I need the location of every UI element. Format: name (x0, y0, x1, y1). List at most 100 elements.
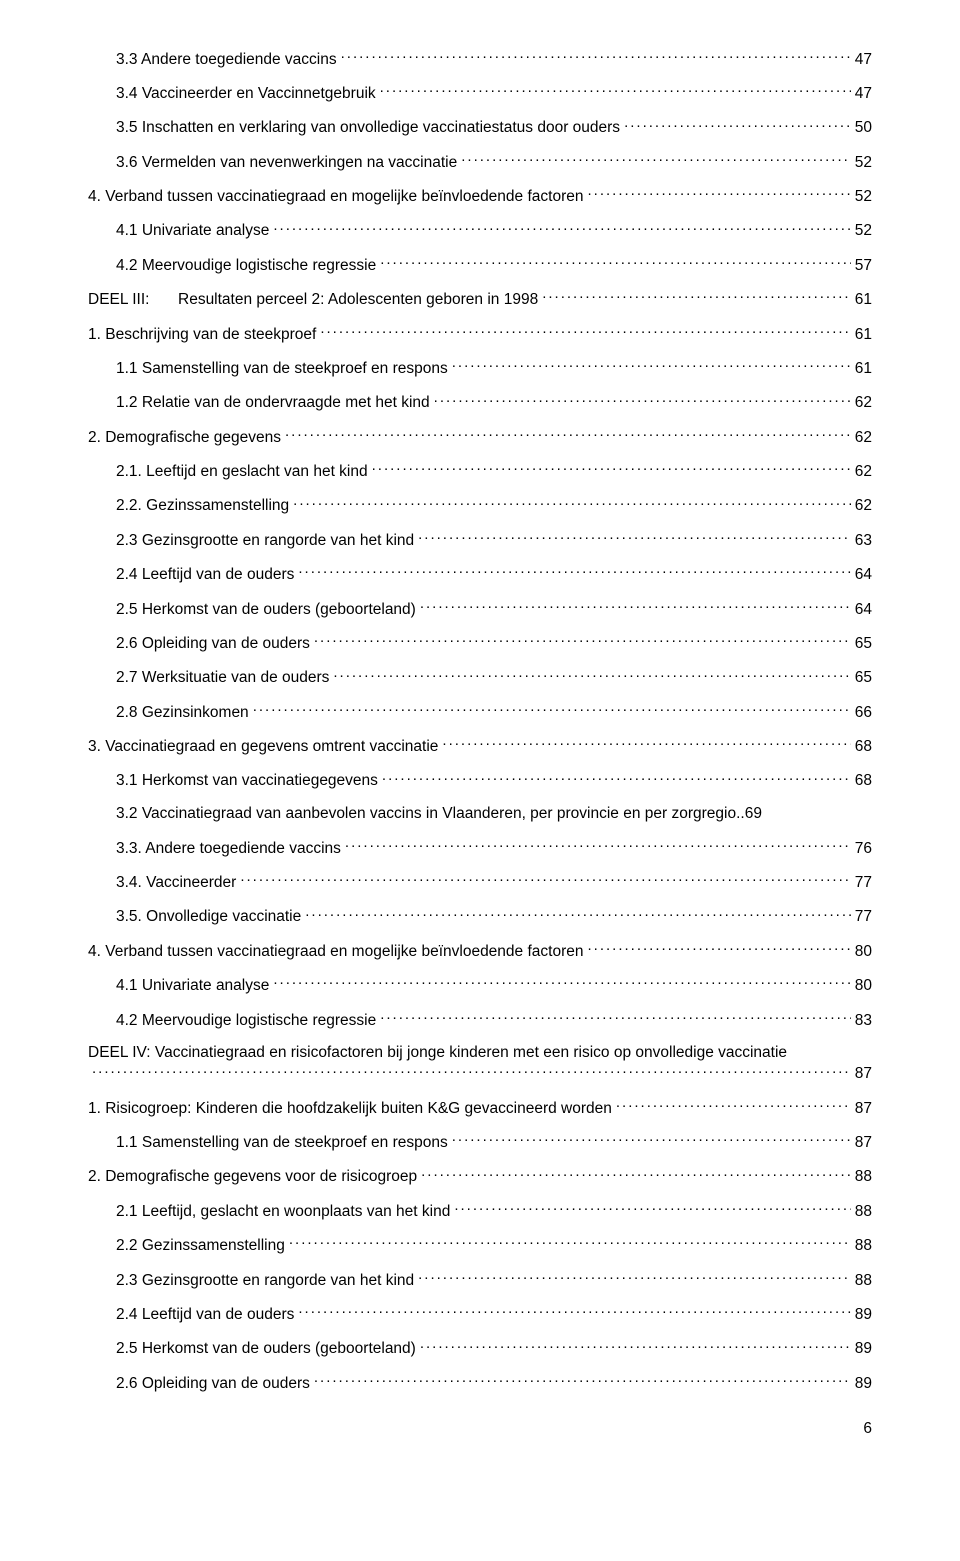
toc-page: 62 (855, 496, 872, 515)
toc-label: 3.5 Inschatten en verklaring van onvolle… (116, 118, 620, 137)
toc-entry: 2.7 Werksituatie van de ouders 65 (88, 667, 872, 688)
page-footer-number: 6 (88, 1419, 872, 1438)
toc-label: 1.1 Samenstelling van de steekproef en r… (116, 359, 448, 378)
toc-label: DEEL IV: Vaccinatiegraad en risicofactor… (88, 1043, 787, 1062)
table-of-contents: 3.3 Andere toegediende vaccins473.4 Vacc… (88, 48, 872, 1393)
toc-leader (253, 701, 851, 717)
toc-entry: 1.1 Samenstelling van de steekproef en r… (88, 1132, 872, 1153)
toc-label: 2.7 Werksituatie van de ouders (116, 668, 329, 687)
toc-label: Resultaten perceel 2: Adolescenten gebor… (178, 290, 538, 309)
toc-label: 2. Demografische gegevens (88, 428, 281, 447)
toc-label: 3.6 Vermelden van nevenwerkingen na vacc… (116, 153, 457, 172)
toc-entry: 2.8 Gezinsinkomen66 (88, 701, 872, 722)
toc-label: 3.4. Vaccineerder (116, 873, 236, 892)
toc-page: 47 (855, 84, 872, 103)
toc-leader (273, 975, 850, 991)
toc-page: 65 (855, 668, 872, 687)
toc-label: 4.2 Meervoudige logistische regressie (116, 256, 376, 275)
toc-leader (434, 392, 851, 408)
toc-entry: 4.2 Meervoudige logistische regressie 57 (88, 254, 872, 275)
toc-leader (442, 736, 850, 752)
toc-entry: 3.3. Andere toegediende vaccins76 (88, 837, 872, 858)
toc-label: 4. Verband tussen vaccinatiegraad en mog… (88, 942, 583, 961)
toc-label: 2. Demografische gegevens voor de risico… (88, 1167, 417, 1186)
toc-entry: 4.2 Meervoudige logistische regressie83 (88, 1009, 872, 1030)
toc-label: 3. Vaccinatiegraad en gegevens omtrent v… (88, 737, 438, 756)
toc-leader (285, 426, 851, 442)
toc-entry: 3.5. Onvolledige vaccinatie77 (88, 906, 872, 927)
toc-page: 89 (855, 1305, 872, 1324)
toc-leader (380, 254, 851, 270)
toc-leader (587, 940, 850, 956)
toc-entry: 3. Vaccinatiegraad en gegevens omtrent v… (88, 736, 872, 757)
toc-entry: 2.3 Gezinsgrootte en rangorde van het ki… (88, 529, 872, 550)
toc-label: 2.8 Gezinsinkomen (116, 703, 249, 722)
toc-label: 2.1. Leeftijd en geslacht van het kind (116, 462, 368, 481)
toc-leader (418, 1269, 851, 1285)
toc-entry: 3.1 Herkomst van vaccinatiegegevens68 (88, 770, 872, 791)
toc-label: 1. Beschrijving van de steekproef (88, 325, 316, 344)
toc-leader (293, 495, 851, 511)
toc-leader (333, 667, 850, 683)
toc-leader (380, 1009, 851, 1025)
toc-page: 62 (855, 428, 872, 447)
toc-leader (372, 461, 851, 477)
toc-entry: DEEL III:Resultaten perceel 2: Adolescen… (88, 289, 872, 310)
toc-entry: 4. Verband tussen vaccinatiegraad en mog… (88, 186, 872, 207)
toc-page: 61 (855, 359, 872, 378)
toc-leader (289, 1235, 851, 1251)
toc-page: 52 (855, 153, 872, 172)
toc-leader (298, 1303, 850, 1319)
toc-leader (420, 1338, 851, 1354)
toc-leader (382, 770, 851, 786)
toc-leader (273, 220, 850, 236)
toc-leader (314, 1372, 851, 1388)
toc-label: 2.5 Herkomst van de ouders (geboorteland… (116, 1339, 416, 1358)
toc-leader (92, 1063, 851, 1079)
toc-leader (587, 186, 850, 202)
toc-leader (624, 117, 851, 133)
toc-entry: 3.5 Inschatten en verklaring van onvolle… (88, 117, 872, 138)
toc-page: 80 (855, 942, 872, 961)
toc-page: 88 (855, 1202, 872, 1221)
toc-page: 89 (855, 1339, 872, 1358)
toc-leader (452, 1132, 851, 1148)
toc-entry: 2.3 Gezinsgrootte en rangorde van het ki… (88, 1269, 872, 1290)
toc-entry: 2.6 Opleiding van de ouders65 (88, 632, 872, 653)
toc-page: 61 (855, 325, 872, 344)
toc-page: 63 (855, 531, 872, 550)
toc-entry: 2.6 Opleiding van de ouders89 (88, 1372, 872, 1393)
toc-label: 4. Verband tussen vaccinatiegraad en mog… (88, 187, 583, 206)
toc-label: 2.4 Leeftijd van de ouders (116, 1305, 294, 1324)
toc-entry: 2.4 Leeftijd van de ouders64 (88, 564, 872, 585)
toc-page: 87 (855, 1064, 872, 1083)
toc-leader (314, 632, 851, 648)
toc-page: 76 (855, 839, 872, 858)
toc-page: 57 (855, 256, 872, 275)
toc-label: 2.1 Leeftijd, geslacht en woonplaats van… (116, 1202, 450, 1221)
toc-entry: DEEL IV: Vaccinatiegraad en risicofactor… (88, 1043, 872, 1083)
toc-leader (298, 564, 850, 580)
toc-label: 3.1 Herkomst van vaccinatiegegevens (116, 771, 378, 790)
toc-label: 2.6 Opleiding van de ouders (116, 1374, 310, 1393)
toc-leader (341, 48, 851, 64)
toc-entry: 2.1 Leeftijd, geslacht en woonplaats van… (88, 1200, 872, 1221)
toc-page: 87 (855, 1133, 872, 1152)
toc-entry: 3.3 Andere toegediende vaccins47 (88, 48, 872, 69)
toc-page: 65 (855, 634, 872, 653)
toc-page: 77 (855, 873, 872, 892)
toc-entry: 2. Demografische gegevens 62 (88, 426, 872, 447)
toc-entry: 3.4 Vaccineerder en Vaccinnetgebruik47 (88, 82, 872, 103)
toc-label: 1.1 Samenstelling van de steekproef en r… (116, 1133, 448, 1152)
toc-leader (542, 289, 851, 305)
toc-page: 62 (855, 393, 872, 412)
toc-label: 2.2 Gezinssamenstelling (116, 1236, 285, 1255)
toc-page: 88 (855, 1236, 872, 1255)
toc-page: 50 (855, 118, 872, 137)
toc-part-label: DEEL III: (88, 290, 178, 309)
toc-label: 4.1 Univariate analyse (116, 221, 269, 240)
toc-page: 83 (855, 1011, 872, 1030)
toc-leader (421, 1166, 851, 1182)
toc-entry: 2. Demografische gegevens voor de risico… (88, 1166, 872, 1187)
toc-label: 3.3 Andere toegediende vaccins (116, 50, 337, 69)
